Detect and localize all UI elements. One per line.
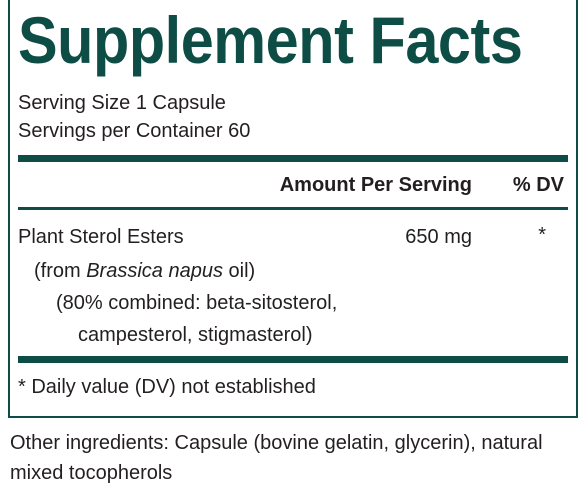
ingredient-dv: * — [538, 224, 546, 246]
other-ingredients: Other ingredients: Capsule (bovine gelat… — [10, 432, 543, 484]
ingredient-amount: 650 mg — [405, 226, 472, 248]
dv-header: % DV — [512, 174, 564, 196]
ingredient-source: (from Brassica napus oil) — [34, 260, 255, 283]
footnote: * Daily value (DV) not established — [18, 376, 316, 398]
source-text: (from — [34, 260, 87, 282]
title: Supplement Facts — [18, 3, 523, 77]
thin-rule — [18, 207, 568, 210]
ingredient-detail: (80% combined: beta-sitosterol, — [56, 292, 338, 314]
servings-per-container: Servings per Container 60 — [18, 120, 251, 142]
thick-rule — [18, 155, 568, 162]
ingredient-detail: campesterol, stigmasterol) — [78, 324, 313, 346]
source-species: Brassica napus — [86, 260, 223, 282]
serving-size: Serving Size 1 Capsule — [18, 92, 226, 114]
amount-header: Amount Per Serving — [279, 174, 472, 196]
source-text: oil) — [222, 260, 256, 282]
thick-rule — [18, 356, 568, 363]
ingredient-name: Plant Sterol Esters — [18, 226, 184, 248]
label-box — [8, 0, 578, 418]
